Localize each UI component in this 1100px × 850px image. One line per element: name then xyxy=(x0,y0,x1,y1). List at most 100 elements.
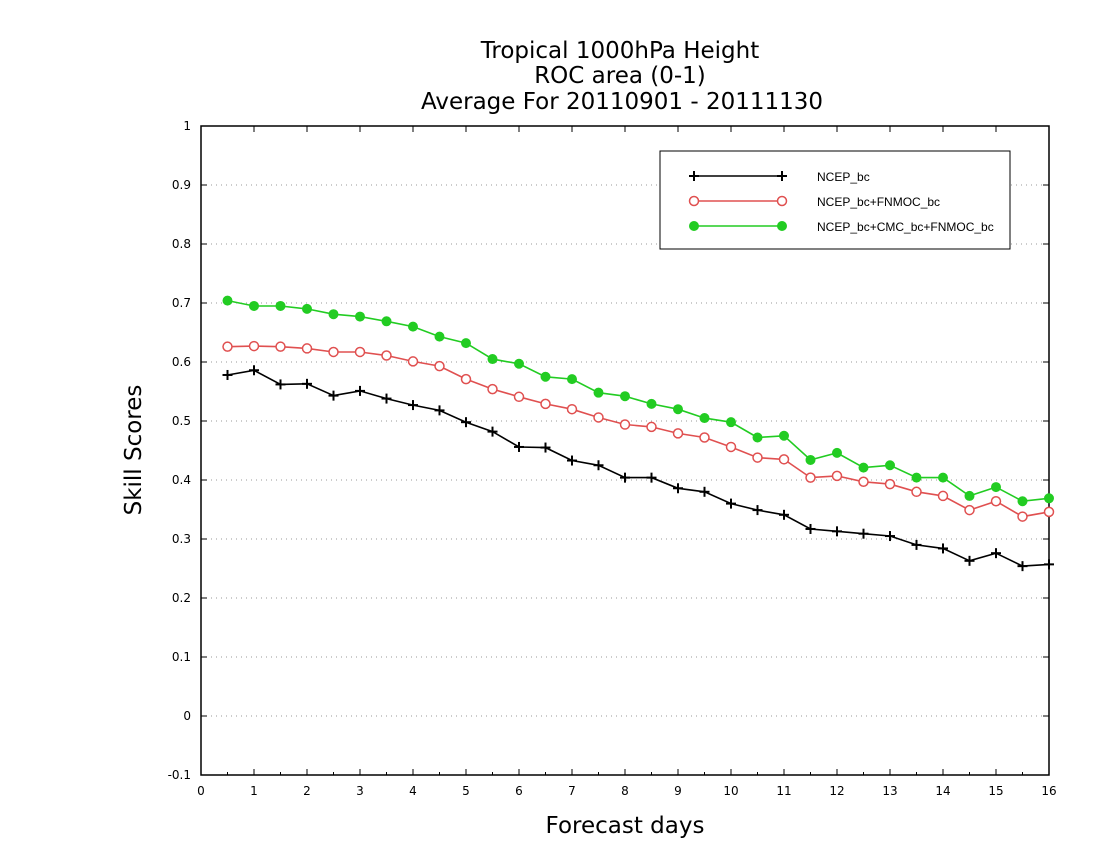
legend-marker xyxy=(689,171,699,181)
data-point xyxy=(1044,559,1054,570)
data-point xyxy=(911,539,922,550)
data-point xyxy=(461,417,471,428)
legend-label: NCEP_bc+FNMOC_bc xyxy=(817,195,940,209)
y-tick-label: 0.2 xyxy=(172,591,191,605)
title-line-3: Average For 20110901 - 20111130 xyxy=(421,89,823,115)
data-point xyxy=(593,387,604,398)
series-1 xyxy=(222,340,1055,522)
data-series xyxy=(222,295,1055,572)
data-point xyxy=(832,526,842,537)
data-point xyxy=(699,413,710,424)
x-tick-label: 4 xyxy=(409,784,417,798)
data-point xyxy=(249,365,259,376)
data-point xyxy=(513,391,525,403)
data-point xyxy=(620,472,630,483)
data-point xyxy=(858,476,869,488)
data-point xyxy=(487,383,498,395)
x-tick-label: 0 xyxy=(197,784,205,798)
data-point xyxy=(885,460,895,471)
data-point xyxy=(275,379,286,390)
data-point xyxy=(434,405,445,416)
data-point xyxy=(222,341,233,352)
data-point xyxy=(487,354,498,365)
legend-items: NCEP_bc NCEP_bc+FNMOC_bc NCEP_bc+CMC_bc+FN… xyxy=(688,170,994,234)
data-point xyxy=(858,462,869,473)
data-point xyxy=(355,311,365,322)
data-point xyxy=(805,454,816,465)
data-point xyxy=(831,470,843,482)
data-point xyxy=(487,426,498,437)
legend-marker xyxy=(688,195,700,207)
data-point xyxy=(752,505,763,516)
data-point xyxy=(540,371,551,382)
data-point xyxy=(408,321,418,332)
data-point xyxy=(673,483,683,494)
x-tick-label: 14 xyxy=(935,784,950,798)
data-point xyxy=(619,419,631,430)
data-point xyxy=(1043,506,1055,518)
legend-marker xyxy=(777,221,787,231)
x-tick-label: 1 xyxy=(250,784,258,798)
data-point xyxy=(566,403,578,415)
data-point xyxy=(672,428,684,439)
data-point xyxy=(514,441,524,452)
y-tick-label: 0.6 xyxy=(172,355,191,369)
data-point xyxy=(885,531,895,542)
data-point xyxy=(991,482,1001,493)
y-tick-label: 0.7 xyxy=(172,296,191,310)
x-tick-label: 11 xyxy=(776,784,791,798)
data-point xyxy=(381,350,392,361)
data-point xyxy=(434,331,445,342)
data-point xyxy=(699,432,710,443)
y-tick-label: 0.1 xyxy=(172,650,191,664)
data-point xyxy=(938,472,948,483)
data-point xyxy=(461,338,471,349)
data-point xyxy=(302,378,312,389)
grid-lines xyxy=(201,184,1049,717)
title-line-2: ROC area (0-1) xyxy=(534,63,706,89)
series-line xyxy=(227,369,1050,567)
x-tick-label: 9 xyxy=(674,784,682,798)
data-point xyxy=(249,300,259,311)
legend-box xyxy=(659,150,1011,250)
legend-label: NCEP_bc xyxy=(817,170,870,184)
legend-marker xyxy=(776,195,788,207)
data-point xyxy=(726,498,736,509)
data-point xyxy=(1044,493,1054,504)
data-point xyxy=(646,472,657,483)
legend-marker xyxy=(689,221,699,231)
data-point xyxy=(991,548,1001,559)
data-point xyxy=(1017,511,1028,522)
data-point xyxy=(540,442,551,453)
x-tick-label: 12 xyxy=(829,784,844,798)
y-tick-label: 0.4 xyxy=(172,473,191,487)
legend-item: NCEP_bc xyxy=(689,170,870,184)
legend-label: NCEP_bc+CMC_bc+FNMOC_bc xyxy=(817,220,994,234)
series-2 xyxy=(222,295,1054,507)
data-point xyxy=(673,404,683,415)
data-point xyxy=(328,346,339,358)
y-tick-label: 0.8 xyxy=(172,237,191,251)
x-axis-title: Forecast days xyxy=(546,813,705,839)
data-point xyxy=(832,447,842,458)
data-point xyxy=(884,478,896,490)
data-point xyxy=(699,486,710,497)
data-point xyxy=(858,528,869,539)
data-point xyxy=(275,341,286,352)
y-tick-label: -0.1 xyxy=(168,768,191,782)
data-point xyxy=(540,398,551,410)
x-tick-label: 16 xyxy=(1041,784,1056,798)
data-point xyxy=(937,490,949,502)
data-point xyxy=(328,390,339,401)
legend-marker xyxy=(777,171,787,181)
data-point xyxy=(355,385,365,396)
data-point xyxy=(964,490,975,501)
data-point xyxy=(275,300,286,311)
x-tick-label: 2 xyxy=(303,784,311,798)
data-point xyxy=(964,504,975,516)
data-point xyxy=(646,421,657,433)
data-point xyxy=(408,400,418,411)
y-tick-label: 0.9 xyxy=(172,178,191,192)
legend-item: NCEP_bc+CMC_bc+FNMOC_bc xyxy=(689,220,994,234)
data-point xyxy=(460,373,472,385)
